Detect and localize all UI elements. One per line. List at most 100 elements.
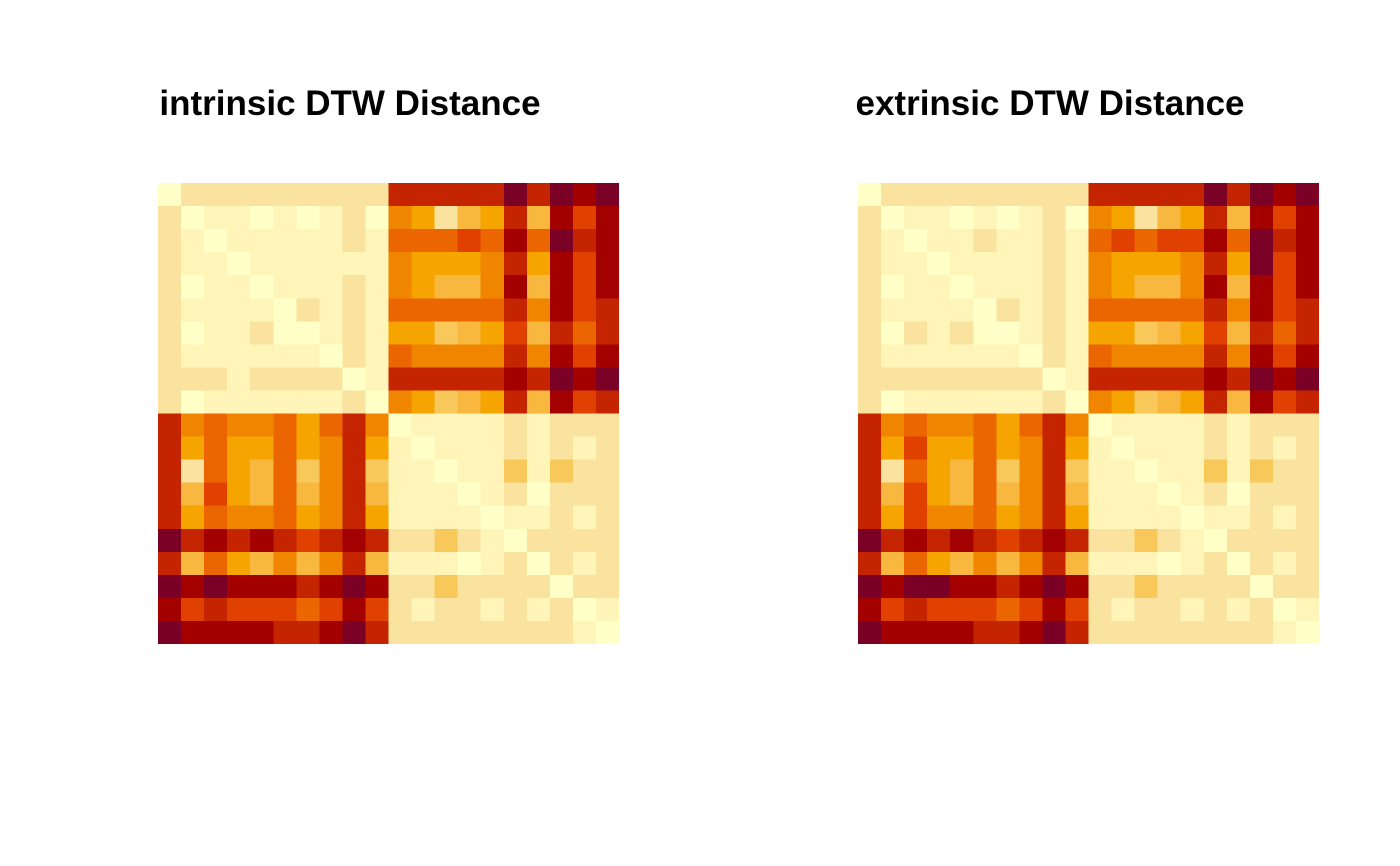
heatmap-cell xyxy=(572,413,597,438)
heatmap-cell xyxy=(319,413,343,438)
heatmap-cell xyxy=(365,505,390,530)
heatmap-cell xyxy=(1226,344,1251,368)
heatmap-cell xyxy=(388,597,413,622)
heatmap-cell xyxy=(181,597,205,622)
heatmap-cell xyxy=(250,183,274,207)
extrinsic-panel: extrinsic DTW Distance xyxy=(700,0,1400,866)
heatmap-cell xyxy=(319,252,343,276)
heatmap-cell xyxy=(1111,413,1136,438)
heatmap-cell xyxy=(1272,183,1297,207)
heatmap-cell xyxy=(457,321,482,345)
heatmap-cell xyxy=(434,505,459,530)
heatmap-cell xyxy=(858,551,882,576)
heatmap-cell xyxy=(204,597,228,622)
heatmap-cell xyxy=(388,574,413,599)
heatmap-cell xyxy=(1226,390,1251,415)
heatmap-cell xyxy=(388,252,413,276)
heatmap-cell xyxy=(1157,321,1182,345)
heatmap-cell xyxy=(996,183,1020,207)
heatmap-cell xyxy=(858,413,882,438)
heatmap-cell xyxy=(1249,206,1274,230)
heatmap-cell xyxy=(227,413,251,438)
heatmap-cell xyxy=(434,390,459,415)
heatmap-cell xyxy=(227,321,251,345)
heatmap-cell xyxy=(1272,298,1297,322)
heatmap-cell xyxy=(204,367,228,392)
heatmap-cell xyxy=(996,344,1020,368)
heatmap-cell xyxy=(411,390,436,415)
heatmap-cell xyxy=(457,528,482,553)
heatmap-cell xyxy=(158,344,182,368)
heatmap-cell xyxy=(904,321,928,345)
heatmap-cell xyxy=(1203,298,1228,322)
heatmap-cell xyxy=(388,459,413,484)
heatmap-cell xyxy=(342,459,367,484)
heatmap-cell xyxy=(158,459,182,484)
heatmap-cell xyxy=(250,436,274,461)
heatmap-cell xyxy=(1203,252,1228,276)
heatmap-cell xyxy=(181,367,205,392)
heatmap-cell xyxy=(858,367,882,392)
heatmap-cell xyxy=(1203,528,1228,553)
heatmap-cell xyxy=(181,436,205,461)
heatmap-cell xyxy=(549,344,574,368)
heatmap-cell xyxy=(549,620,574,644)
heatmap-cell xyxy=(503,413,528,438)
heatmap-cell xyxy=(457,436,482,461)
heatmap-cell xyxy=(1295,436,1319,461)
heatmap-cell xyxy=(365,551,390,576)
heatmap-cell xyxy=(950,252,974,276)
heatmap-cell xyxy=(158,620,182,644)
heatmap-cell xyxy=(595,620,619,644)
heatmap-cell xyxy=(927,413,951,438)
heatmap-cell xyxy=(1226,482,1251,507)
heatmap-cell xyxy=(158,275,182,299)
heatmap-cell xyxy=(1042,183,1067,207)
heatmap-cell xyxy=(503,252,528,276)
heatmap-cell xyxy=(1226,528,1251,553)
heatmap-cell xyxy=(250,620,274,644)
heatmap-cell xyxy=(296,528,320,553)
heatmap-cell xyxy=(158,206,182,230)
heatmap-cell xyxy=(457,597,482,622)
heatmap-cell xyxy=(227,551,251,576)
heatmap-cell xyxy=(480,482,505,507)
heatmap-cell xyxy=(411,275,436,299)
heatmap-cell xyxy=(319,298,343,322)
heatmap-cell xyxy=(1134,344,1159,368)
heatmap-cell xyxy=(549,597,574,622)
heatmap-cell xyxy=(503,344,528,368)
heatmap-cell xyxy=(296,620,320,644)
heatmap-cell xyxy=(1180,574,1205,599)
heatmap-cell xyxy=(503,298,528,322)
heatmap-cell xyxy=(1272,551,1297,576)
heatmap-cell xyxy=(572,275,597,299)
heatmap-cell xyxy=(503,620,528,644)
heatmap-cell xyxy=(296,206,320,230)
heatmap-cell xyxy=(1019,574,1043,599)
heatmap-cell xyxy=(227,574,251,599)
heatmap-cell xyxy=(273,620,297,644)
heatmap-cell xyxy=(1295,298,1319,322)
heatmap-cell xyxy=(388,367,413,392)
heatmap-cell xyxy=(1203,321,1228,345)
heatmap-cell xyxy=(927,597,951,622)
heatmap-cell xyxy=(1226,597,1251,622)
heatmap-cell xyxy=(904,390,928,415)
heatmap-cell xyxy=(950,413,974,438)
heatmap-cell xyxy=(595,275,619,299)
heatmap-cell xyxy=(950,229,974,253)
heatmap-cell xyxy=(1065,183,1090,207)
heatmap-cell xyxy=(1065,275,1090,299)
heatmap-cell xyxy=(411,229,436,253)
heatmap-cell xyxy=(296,597,320,622)
heatmap-cell xyxy=(388,620,413,644)
heatmap-cell xyxy=(434,229,459,253)
heatmap-cell xyxy=(595,505,619,530)
heatmap-cell xyxy=(1065,482,1090,507)
heatmap-cell xyxy=(950,367,974,392)
heatmap-cell xyxy=(388,229,413,253)
heatmap-cell xyxy=(411,413,436,438)
heatmap-cell xyxy=(927,321,951,345)
heatmap-cell xyxy=(858,620,882,644)
